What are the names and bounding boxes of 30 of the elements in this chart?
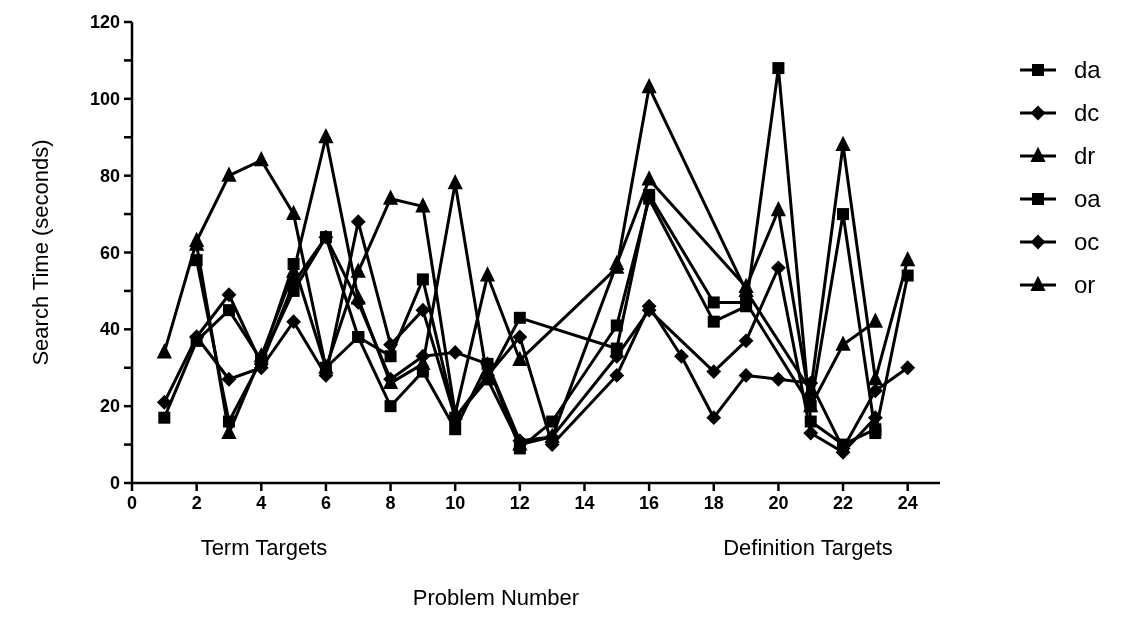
y-tick-label: 40 (99, 319, 120, 340)
x-tick-label: 4 (256, 493, 267, 513)
x-tick-label: 16 (639, 493, 660, 513)
y-tick-label: 80 (99, 165, 120, 186)
legend-label: dr (1074, 142, 1096, 169)
legend-label: dc (1074, 99, 1100, 126)
x-tick-label: 20 (768, 493, 789, 513)
y-tick-label: 0 (109, 473, 120, 493)
x-tick-label: 14 (574, 493, 595, 513)
text: Definition Targets (723, 535, 893, 560)
y-axis-title: Search Time (seconds) (28, 139, 53, 366)
legend-label: oa (1074, 185, 1102, 212)
x-tick-label: 22 (833, 493, 854, 513)
x-tick-label: 6 (320, 493, 331, 513)
y-tick-label: 100 (89, 88, 120, 109)
x-tick-label: 24 (897, 493, 918, 513)
x-tick-label: 12 (509, 493, 530, 513)
x-tick-label: 10 (445, 493, 466, 513)
x-tick-label: 2 (191, 493, 202, 513)
y-tick-label: 60 (99, 242, 120, 263)
x-tick-label: 18 (703, 493, 724, 513)
x-tick-label: 0 (126, 493, 138, 513)
x-axis-title: Problem Number (412, 585, 580, 610)
x-tick-label: 8 (385, 493, 396, 513)
legend-label: or (1074, 271, 1096, 298)
y-tick-label: 20 (99, 396, 120, 417)
legend-label: oc (1074, 228, 1100, 255)
text: Term Targets (200, 535, 328, 560)
y-tick-label: 120 (89, 12, 120, 32)
legend-label: da (1074, 56, 1102, 83)
